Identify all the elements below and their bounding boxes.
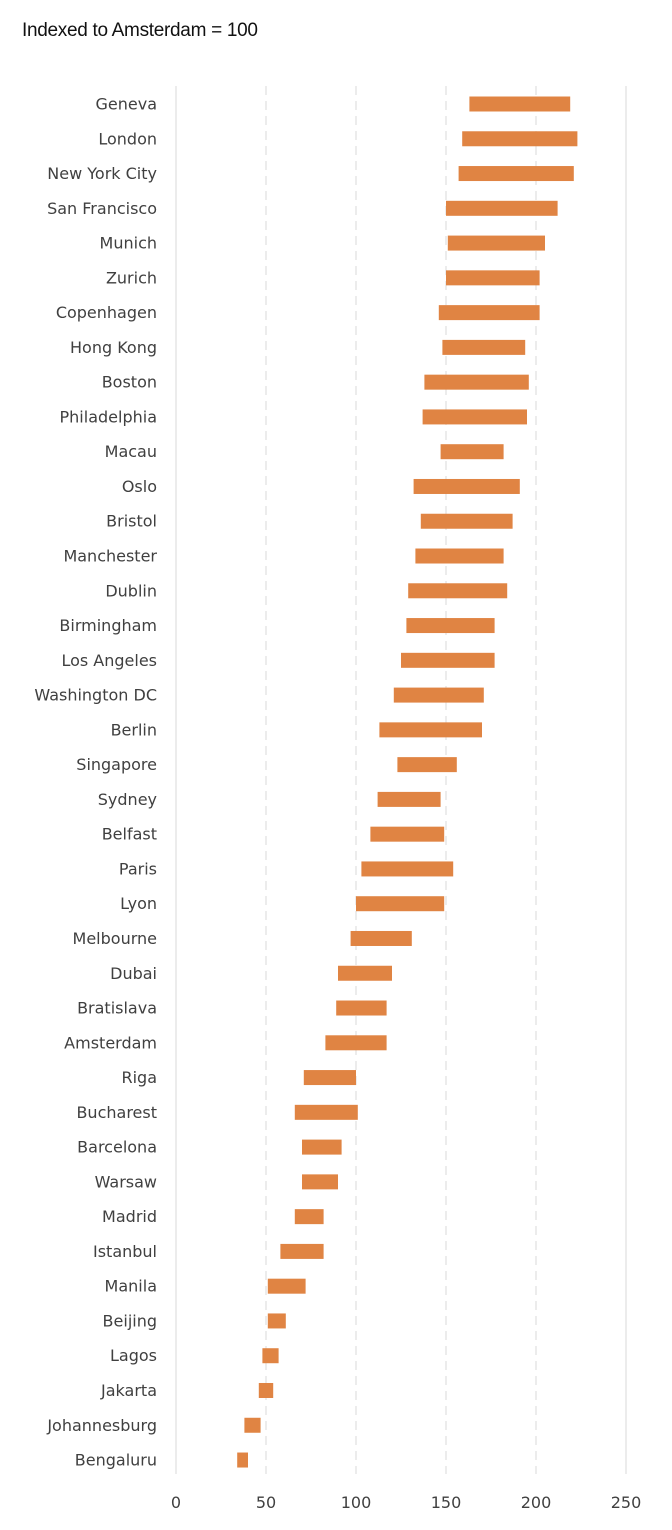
category-label: Dublin xyxy=(105,581,157,600)
range-bar xyxy=(379,722,482,738)
range-bar xyxy=(302,1174,338,1190)
range-bar xyxy=(303,1070,356,1086)
category-label: Macau xyxy=(105,442,157,461)
range-bar xyxy=(424,374,529,390)
category-label: Johannesburg xyxy=(46,1416,157,1435)
category-label: Melbourne xyxy=(73,929,157,948)
x-tick-label: 100 xyxy=(341,1493,372,1512)
chart-title: Indexed to Amsterdam = 100 xyxy=(22,20,258,41)
range-bar xyxy=(458,166,574,182)
category-labels: Geneva London New York City San Francisco Mu… xyxy=(34,95,157,1470)
range-bar xyxy=(438,305,540,321)
x-tick-label: 200 xyxy=(521,1493,552,1512)
range-bar xyxy=(237,1452,248,1468)
range-bar xyxy=(244,1417,261,1433)
range-bar xyxy=(377,791,441,807)
range-bar xyxy=(302,1139,342,1155)
category-label: London xyxy=(98,129,157,148)
category-label: Washington DC xyxy=(34,686,157,705)
category-label: Sydney xyxy=(98,790,157,809)
category-label: Bengaluru xyxy=(75,1451,157,1470)
category-label: Barcelona xyxy=(77,1138,157,1157)
range-bar xyxy=(338,965,392,981)
range-bar xyxy=(325,1035,387,1051)
category-label: Bucharest xyxy=(76,1103,157,1122)
category-label: Istanbul xyxy=(93,1242,157,1261)
category-label: Madrid xyxy=(102,1207,157,1226)
category-label: Copenhagen xyxy=(56,303,157,322)
x-tick-labels: 0 50 100 150 200 250 xyxy=(171,1493,641,1512)
range-bar xyxy=(262,1348,279,1364)
range-bar xyxy=(413,478,520,494)
range-bar xyxy=(446,270,540,286)
category-label: Belfast xyxy=(102,825,157,844)
range-bar xyxy=(422,409,527,425)
range-bar xyxy=(280,1243,324,1259)
range-bar xyxy=(393,687,484,703)
category-label: Munich xyxy=(100,234,157,253)
range-bar xyxy=(446,200,558,216)
x-tick-label: 150 xyxy=(431,1493,462,1512)
category-label: Manila xyxy=(105,1277,157,1296)
category-label: Singapore xyxy=(76,755,157,774)
category-label: Oslo xyxy=(122,477,157,496)
category-label: Amsterdam xyxy=(64,1033,157,1052)
range-bar xyxy=(415,548,504,564)
x-tick-label: 0 xyxy=(171,1493,181,1512)
range-bar xyxy=(447,235,545,251)
gridlines xyxy=(175,86,627,1474)
category-label: Hong Kong xyxy=(70,338,157,357)
category-label: Jakarta xyxy=(100,1381,157,1400)
category-label: Zurich xyxy=(106,268,157,287)
range-bar xyxy=(294,1104,358,1120)
range-bar xyxy=(397,757,457,773)
range-bar xyxy=(420,513,513,529)
range-bar xyxy=(267,1278,306,1294)
category-label: New York City xyxy=(47,164,157,183)
x-tick-label: 250 xyxy=(611,1493,642,1512)
category-label: Bratislava xyxy=(77,999,157,1018)
range-bar xyxy=(370,826,445,842)
range-bar xyxy=(408,583,508,599)
range-bar xyxy=(361,861,454,877)
range-bar xyxy=(406,618,495,634)
range-bar xyxy=(401,652,495,668)
range-bar xyxy=(294,1209,324,1225)
range-bar xyxy=(258,1382,274,1398)
range-bar xyxy=(440,444,504,460)
category-label: Lyon xyxy=(120,894,157,913)
category-label: Boston xyxy=(102,373,157,392)
bars xyxy=(237,96,578,1468)
category-label: Beijing xyxy=(103,1311,157,1330)
category-label: Berlin xyxy=(111,720,157,739)
category-label: Bristol xyxy=(106,512,157,531)
range-bar xyxy=(267,1313,286,1329)
category-label: Riga xyxy=(121,1068,157,1087)
category-label: Philadelphia xyxy=(60,407,157,426)
range-bar xyxy=(462,131,578,147)
category-label: Lagos xyxy=(110,1346,157,1365)
range-bar xyxy=(350,930,412,946)
category-label: Geneva xyxy=(96,95,158,114)
range-bar xyxy=(442,339,526,355)
category-label: Paris xyxy=(119,859,157,878)
range-bar xyxy=(336,1000,387,1016)
category-label: San Francisco xyxy=(47,199,157,218)
category-label: Manchester xyxy=(63,547,157,566)
category-label: Birmingham xyxy=(59,616,157,635)
category-label: Warsaw xyxy=(95,1172,157,1191)
x-tick-label: 50 xyxy=(256,1493,276,1512)
category-label: Los Angeles xyxy=(61,651,157,670)
range-bar xyxy=(469,96,571,112)
category-label: Dubai xyxy=(110,964,157,983)
range-bar xyxy=(356,896,445,912)
